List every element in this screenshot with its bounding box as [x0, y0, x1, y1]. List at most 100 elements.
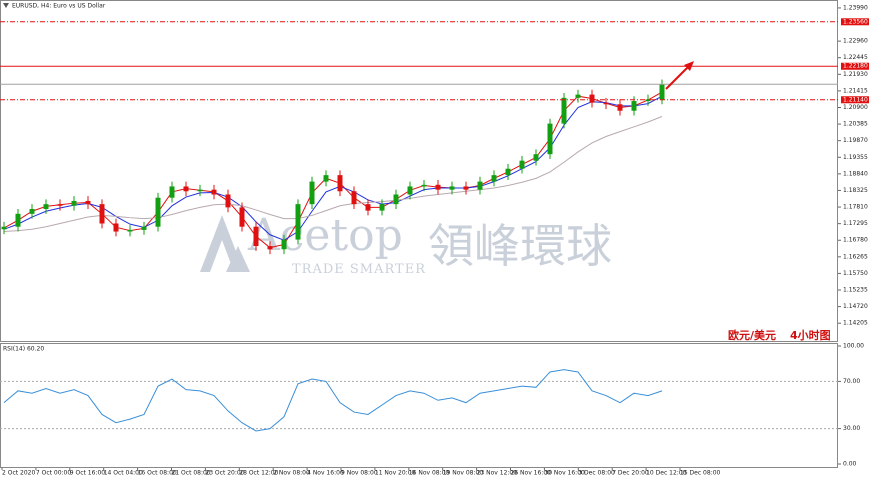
candle-body	[561, 97, 567, 124]
candle-body	[323, 175, 329, 182]
caption: 欧元/美元	[728, 328, 776, 342]
level-label: 1.23560	[843, 18, 868, 25]
watermark: 領峰環球	[428, 219, 612, 273]
x-tick-label: 21 Oct 08:00	[172, 470, 211, 477]
candle-body	[519, 160, 525, 169]
x-tick-label: 2 Oct 2020	[2, 470, 35, 477]
price-panel	[0, 0, 838, 342]
y-tick-label: 1.18840	[843, 170, 868, 177]
y-tick-label: 1.19870	[843, 137, 868, 144]
candle-body	[547, 123, 553, 155]
candle-body	[337, 175, 343, 192]
candle-body	[225, 194, 231, 208]
x-tick-label: 10 Dec 12:00	[646, 470, 687, 477]
candle-body	[267, 246, 273, 250]
y-tick-label: 1.19355	[843, 154, 868, 161]
y-tick-label: 1.21415	[843, 87, 868, 94]
candle-body	[463, 186, 469, 190]
candle-body	[99, 204, 105, 224]
x-tick-label: 16 Oct 08:00	[138, 470, 177, 477]
y-tick-label: 1.20900	[843, 104, 868, 111]
y-tick-label: 1.17810	[843, 204, 868, 211]
y-tick-label: 1.14720	[843, 303, 868, 310]
level-label-box	[841, 62, 869, 70]
candle-body	[603, 102, 609, 105]
y-tick-label: 1.16780	[843, 237, 868, 244]
y-tick-label: 1.22960	[843, 38, 868, 45]
candle-body	[351, 191, 357, 205]
candle-body	[491, 175, 497, 182]
candle-body	[659, 84, 665, 100]
level-label-box	[841, 18, 869, 26]
watermark: TRADE SMARTER	[292, 262, 426, 277]
x-tick-label: 7 Dec 20:00	[612, 470, 649, 477]
x-tick-label: 30 Nov 16:00	[544, 470, 585, 477]
x-tick-label: 16 Nov 08:00	[409, 470, 450, 477]
y-tick-label: 1.23990	[843, 4, 868, 11]
candle-body	[155, 197, 161, 227]
candle-body	[309, 181, 315, 205]
candle-body	[253, 226, 259, 247]
watermark-logo	[200, 215, 250, 272]
x-tick-label: 7 Oct 00:00	[36, 470, 71, 477]
candle-body	[393, 194, 399, 205]
candle-body	[589, 94, 595, 103]
moving-average	[3, 116, 663, 233]
x-tick-label: 26 Nov 16:00	[511, 470, 552, 477]
rsi-panel	[0, 343, 838, 468]
candle-body	[57, 204, 63, 206]
candle-body	[505, 168, 511, 176]
plot: 1.14205 1.14720 1.15235 1.15750 1.16265 1.167…	[0, 4, 869, 477]
candle-body	[141, 226, 147, 230]
candle-body	[113, 223, 119, 232]
y-tick-label: 1.15750	[843, 270, 868, 277]
candle-body	[477, 181, 483, 190]
candle-body	[449, 186, 455, 190]
caption: 4小时图	[790, 328, 831, 342]
trend-arrow	[665, 61, 694, 90]
x-tick-label: 9 Nov 08:00	[341, 470, 378, 477]
candle-body	[1, 226, 7, 230]
y-tick-label: 100.00	[843, 343, 864, 350]
candle-body	[71, 200, 77, 206]
candle-body	[435, 184, 441, 190]
y-tick-label: 1.16265	[843, 253, 868, 260]
candle-body	[295, 204, 301, 240]
x-tick-label: 23 Oct 20:00	[205, 470, 244, 477]
level-label: 1.21140	[843, 96, 868, 103]
candle-body	[407, 186, 413, 195]
y-tick-label: 70.00	[843, 378, 860, 385]
candle-body	[617, 104, 623, 111]
candle-body	[127, 229, 133, 232]
y-tick-label: 0.00	[843, 461, 857, 468]
y-tick-label: 1.15235	[843, 287, 868, 294]
candle-body	[211, 189, 217, 195]
x-tick-label: 19 Nov 08:00	[443, 470, 484, 477]
x-tick-label: 28 Oct 12:00	[239, 470, 278, 477]
candle-body	[183, 186, 189, 192]
y-tick-label: 1.14205	[843, 320, 868, 327]
candle-body	[533, 154, 539, 161]
rsi-title: RSI(14) 60.20	[3, 346, 44, 353]
candle-body	[239, 207, 245, 227]
y-tick-label: 1.20385	[843, 121, 868, 128]
chart-title: EURUSD, H4: Euro vs US Dollar	[12, 3, 106, 10]
candle-body	[365, 204, 371, 211]
x-tick-label: 15 Dec 08:00	[680, 470, 721, 477]
y-tick-label: 1.22445	[843, 54, 868, 61]
x-tick-label: 14 Oct 04:00	[104, 470, 143, 477]
level-label: 1.22180	[843, 63, 868, 70]
candle-body	[29, 208, 35, 214]
y-tick-label: 1.17295	[843, 220, 868, 227]
x-tick-label: 9 Oct 16:00	[70, 470, 105, 477]
symbol-icon	[3, 3, 9, 8]
x-tick-label: 11 Nov 20:00	[375, 470, 416, 477]
candle-body	[379, 204, 385, 211]
y-tick-label: 1.21930	[843, 71, 868, 78]
y-tick-label: 1.18325	[843, 187, 868, 194]
x-tick-label: 23 Nov 12:00	[477, 470, 518, 477]
candle-body	[197, 189, 203, 192]
y-tick-label: 30.00	[843, 425, 860, 432]
candle-body	[15, 213, 21, 227]
x-tick-label: 3 Dec 08:00	[578, 470, 615, 477]
